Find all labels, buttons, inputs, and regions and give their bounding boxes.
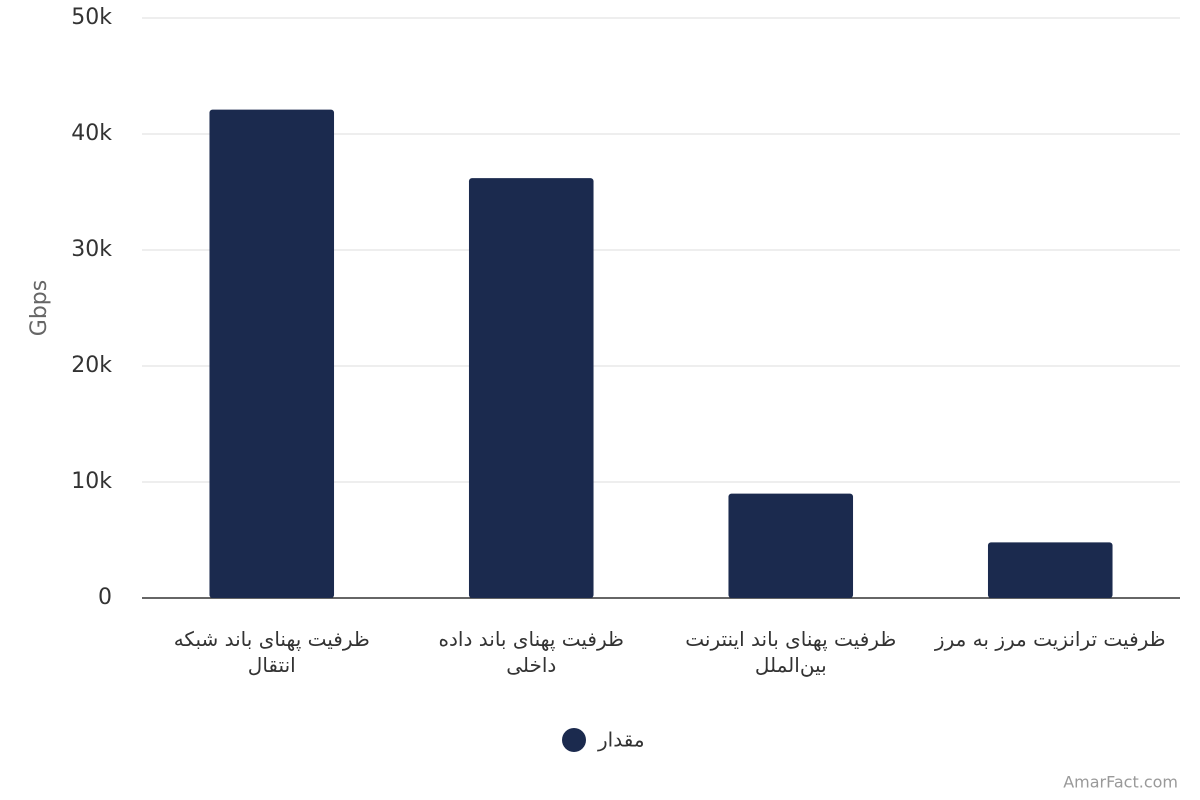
y-tick-label: 30k [71,237,112,262]
legend-label: مقدار [597,728,645,752]
y-tick-label: 40k [71,121,112,146]
x-tick-label: ظرفیت پهنای باند شبکه انتقال [173,627,370,677]
y-tick-label: 50k [71,5,112,30]
y-tick-label: 10k [71,469,112,494]
y-tick-label: 20k [71,353,112,378]
x-tick-label: ظرفیت پهنای باند داده داخلی [438,627,624,677]
bar [728,493,854,598]
bar [209,109,335,598]
y-axis-title: Gbps [27,280,52,336]
x-tick-label: ظرفیت ترانزیت مرز به مرز [934,627,1166,651]
watermark: AmarFact.com [1063,773,1178,792]
bar [987,542,1113,598]
bar [468,178,594,598]
y-tick-label: 0 [98,585,112,610]
legend-marker [562,728,586,752]
x-tick-label: ظرفیت پهنای باند اینترنت بین‌الملل [685,627,897,677]
